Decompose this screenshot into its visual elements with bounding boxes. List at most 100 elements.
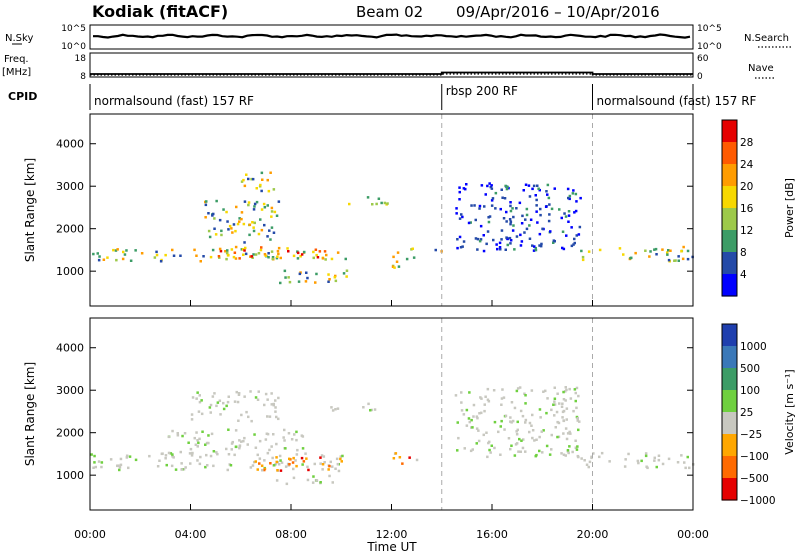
echo-cell: [181, 434, 184, 438]
echo-cell: [367, 402, 370, 406]
echo-cell: [463, 447, 466, 450]
echo-cell: [270, 226, 274, 229]
echo-cell: [681, 257, 685, 261]
echo-cell: [515, 235, 519, 238]
echo-cell: [544, 205, 548, 208]
echo-cell: [523, 231, 526, 234]
echo-cell: [191, 396, 195, 399]
echo-cell: [491, 197, 495, 200]
echo-cell: [287, 250, 290, 253]
echo-cell: [261, 178, 264, 181]
echo-cell: [215, 451, 218, 454]
echo-cell: [524, 418, 528, 422]
echo-cell: [271, 256, 275, 259]
echo-cell: [235, 390, 238, 394]
echo-cell: [369, 409, 372, 412]
echo-cell: [405, 257, 409, 261]
echo-cell: [273, 464, 276, 467]
echo-cell: [251, 464, 255, 467]
echo-cell: [121, 257, 125, 261]
echo-cell: [296, 448, 299, 452]
echo-cell: [237, 393, 241, 396]
echo-cell: [112, 248, 115, 252]
echo-cell: [578, 225, 582, 229]
echo-cell: [489, 185, 492, 189]
echo-cell: [506, 243, 509, 247]
echo-cell: [598, 248, 602, 252]
echo-cell: [397, 265, 401, 268]
echo-cell: [566, 432, 570, 435]
echo-cell: [567, 210, 571, 213]
echo-cell: [475, 415, 479, 418]
echo-cell: [553, 403, 557, 406]
echo-cell: [314, 248, 318, 251]
echo-cell: [227, 428, 230, 431]
echo-cell: [207, 229, 211, 233]
colorbar-swatch: [722, 164, 737, 187]
echo-cell: [254, 460, 257, 463]
colorbar-tick-label: 500: [740, 363, 760, 375]
echo-cell: [258, 439, 262, 443]
echo-cell: [545, 411, 548, 415]
echo-cell: [290, 438, 294, 441]
echo-cell: [321, 463, 325, 466]
echo-cell: [279, 469, 283, 472]
echo-cell: [268, 415, 272, 418]
echo-cell: [524, 450, 527, 453]
echo-cell: [458, 186, 461, 189]
echo-cell: [212, 464, 215, 468]
echo-cell: [598, 455, 601, 459]
echo-cell: [541, 227, 544, 231]
echo-cell: [205, 453, 208, 457]
colorbar-swatch: [722, 120, 737, 143]
echo-cell: [538, 449, 541, 453]
echo-cell: [485, 242, 488, 246]
echo-cell: [542, 390, 545, 393]
echo-cell: [295, 453, 299, 456]
echo-cell: [234, 245, 238, 249]
echo-cell: [246, 443, 249, 446]
echo-cell: [266, 415, 269, 418]
echo-cell: [462, 413, 466, 416]
echo-cell: [258, 457, 262, 460]
y-tick-label: 2000: [56, 223, 84, 236]
echo-cell: [509, 239, 513, 242]
echo-cell: [224, 250, 227, 253]
echo-cell: [288, 463, 291, 466]
echo-cell: [457, 436, 460, 440]
echo-cell: [566, 187, 570, 191]
nsearch-tick-bottom: 10^0: [697, 42, 722, 52]
echo-cell: [334, 279, 338, 283]
echo-cell: [117, 464, 120, 467]
echo-cell: [556, 435, 559, 439]
echo-cell: [196, 391, 199, 394]
echo-cell: [531, 187, 534, 191]
echo-cell: [263, 459, 266, 462]
echo-cell: [557, 421, 561, 425]
echo-cell: [564, 427, 568, 430]
echo-cell: [206, 464, 209, 467]
echo-cell: [250, 419, 253, 423]
echo-cell: [677, 259, 680, 262]
echo-cell: [512, 215, 515, 219]
echo-cell: [530, 389, 534, 392]
echo-cell: [585, 463, 589, 466]
echo-cell: [220, 233, 223, 237]
echo-cell: [312, 256, 315, 260]
echo-cell: [562, 419, 565, 422]
echo-cell: [328, 278, 331, 281]
echo-cell: [250, 177, 253, 181]
echo-cell: [238, 446, 241, 450]
echo-cell: [275, 256, 279, 260]
echo-cell: [160, 452, 164, 456]
colorbar-tick-label: 20: [740, 181, 753, 193]
echo-cell: [277, 200, 281, 203]
echo-cell: [266, 398, 269, 401]
y-axis-label: Slant Range [km]: [23, 158, 37, 262]
echo-cell: [486, 398, 490, 401]
echo-cell: [500, 188, 503, 191]
echo-cell: [260, 464, 264, 467]
echo-cell: [211, 395, 215, 398]
echo-cell: [513, 454, 517, 457]
echo-cell: [252, 208, 256, 211]
